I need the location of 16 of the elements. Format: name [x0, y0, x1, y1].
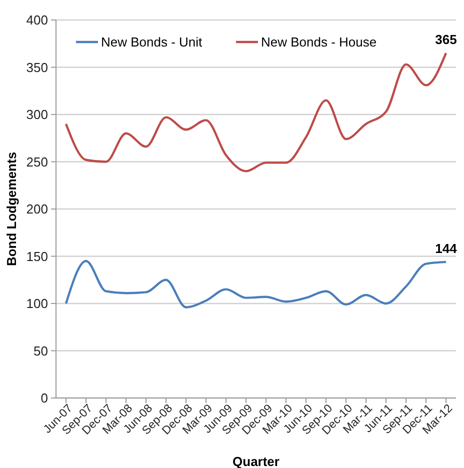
legend-label: New Bonds - Unit: [101, 34, 203, 50]
y-tick-label: 50: [34, 343, 48, 358]
data-label: 365: [435, 32, 457, 48]
y-tick-label: 200: [26, 202, 48, 217]
y-tick-label: 350: [26, 60, 48, 75]
line-series: [64, 52, 448, 172]
y-tick-label: 150: [26, 248, 48, 264]
y-tick-label: 250: [26, 154, 48, 170]
y-axis-title: Bond Lodgements: [4, 152, 19, 266]
y-tick-label: 300: [26, 107, 48, 122]
y-tick-label: 400: [26, 12, 48, 28]
y-tick-label: 0: [40, 390, 48, 406]
data-label: 144: [435, 240, 458, 256]
line-series: [64, 260, 448, 308]
y-tick-label: 100: [26, 296, 48, 312]
legend-label: New Bonds - House: [261, 34, 377, 50]
